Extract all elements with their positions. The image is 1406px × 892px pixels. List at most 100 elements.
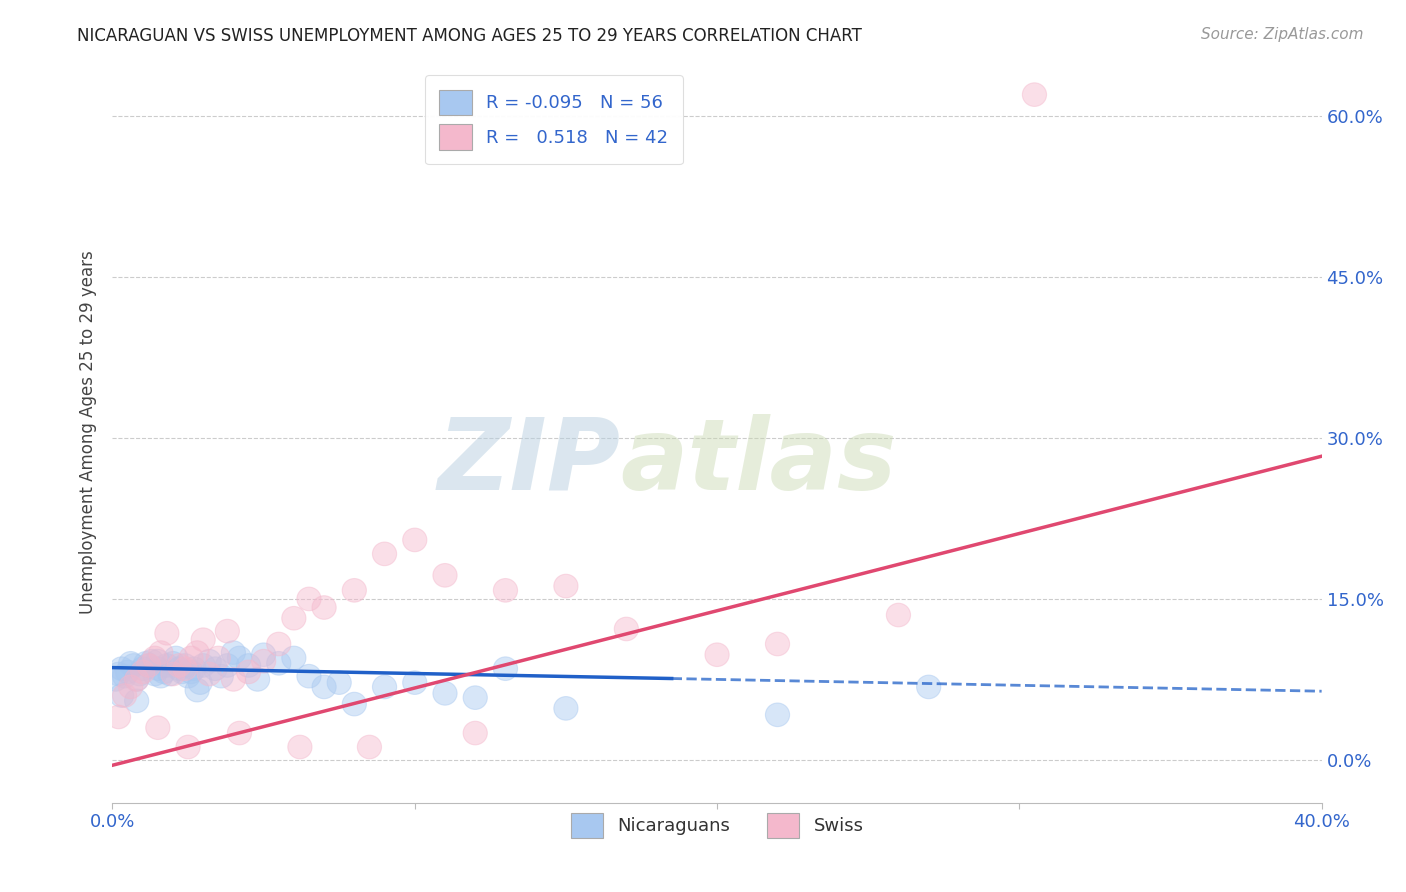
Ellipse shape xyxy=(143,646,167,670)
Ellipse shape xyxy=(186,640,209,665)
Ellipse shape xyxy=(494,579,517,602)
Ellipse shape xyxy=(188,671,212,695)
Ellipse shape xyxy=(110,683,134,707)
Ellipse shape xyxy=(357,735,381,759)
Ellipse shape xyxy=(104,667,128,691)
Text: ZIP: ZIP xyxy=(437,414,620,511)
Ellipse shape xyxy=(221,667,246,691)
Ellipse shape xyxy=(197,649,221,673)
Ellipse shape xyxy=(125,667,149,691)
Ellipse shape xyxy=(433,564,457,587)
Ellipse shape xyxy=(170,660,194,683)
Ellipse shape xyxy=(155,622,179,645)
Ellipse shape xyxy=(228,646,252,670)
Ellipse shape xyxy=(134,651,157,675)
Ellipse shape xyxy=(131,660,155,683)
Ellipse shape xyxy=(173,654,197,677)
Text: atlas: atlas xyxy=(620,414,897,511)
Ellipse shape xyxy=(281,607,307,630)
Ellipse shape xyxy=(146,716,170,739)
Ellipse shape xyxy=(221,640,246,665)
Ellipse shape xyxy=(288,735,312,759)
Text: NICARAGUAN VS SWISS UNEMPLOYMENT AMONG AGES 25 TO 29 YEARS CORRELATION CHART: NICARAGUAN VS SWISS UNEMPLOYMENT AMONG A… xyxy=(77,27,862,45)
Ellipse shape xyxy=(252,649,276,673)
Ellipse shape xyxy=(614,617,638,640)
Ellipse shape xyxy=(236,660,260,683)
Ellipse shape xyxy=(146,657,170,681)
Ellipse shape xyxy=(342,692,367,716)
Ellipse shape xyxy=(121,654,146,677)
Ellipse shape xyxy=(433,681,457,706)
Ellipse shape xyxy=(160,651,186,675)
Ellipse shape xyxy=(281,646,307,670)
Ellipse shape xyxy=(176,735,200,759)
Ellipse shape xyxy=(181,657,207,681)
Ellipse shape xyxy=(246,667,270,691)
Ellipse shape xyxy=(149,665,173,688)
Ellipse shape xyxy=(215,619,239,643)
Ellipse shape xyxy=(312,596,336,619)
Ellipse shape xyxy=(297,587,321,611)
Ellipse shape xyxy=(167,657,191,681)
Ellipse shape xyxy=(112,665,136,688)
Ellipse shape xyxy=(267,651,291,675)
Ellipse shape xyxy=(149,640,173,665)
Text: Source: ZipAtlas.com: Source: ZipAtlas.com xyxy=(1201,27,1364,42)
Ellipse shape xyxy=(704,643,730,666)
Ellipse shape xyxy=(125,689,149,713)
Ellipse shape xyxy=(131,657,155,681)
Ellipse shape xyxy=(373,542,396,566)
Ellipse shape xyxy=(917,675,941,698)
Ellipse shape xyxy=(554,574,578,598)
Ellipse shape xyxy=(112,683,136,707)
Ellipse shape xyxy=(207,646,231,670)
Ellipse shape xyxy=(463,722,488,745)
Ellipse shape xyxy=(115,660,139,683)
Ellipse shape xyxy=(167,654,191,677)
Ellipse shape xyxy=(209,665,233,688)
Ellipse shape xyxy=(118,675,143,698)
Ellipse shape xyxy=(146,649,170,673)
Ellipse shape xyxy=(186,678,209,702)
Ellipse shape xyxy=(297,665,321,688)
Ellipse shape xyxy=(765,632,790,656)
Ellipse shape xyxy=(463,686,488,709)
Ellipse shape xyxy=(328,671,352,695)
Ellipse shape xyxy=(165,646,188,670)
Legend: Nicaraguans, Swiss: Nicaraguans, Swiss xyxy=(564,805,870,846)
Ellipse shape xyxy=(267,632,291,656)
Ellipse shape xyxy=(402,671,427,695)
Ellipse shape xyxy=(136,654,160,677)
Ellipse shape xyxy=(765,703,790,727)
Ellipse shape xyxy=(107,706,131,729)
Ellipse shape xyxy=(110,657,134,681)
Ellipse shape xyxy=(204,657,228,681)
Ellipse shape xyxy=(152,660,176,683)
Ellipse shape xyxy=(236,654,260,677)
Ellipse shape xyxy=(179,660,204,683)
Ellipse shape xyxy=(143,662,167,686)
Ellipse shape xyxy=(155,654,179,677)
Y-axis label: Unemployment Among Ages 25 to 29 years: Unemployment Among Ages 25 to 29 years xyxy=(79,251,97,615)
Ellipse shape xyxy=(107,662,131,686)
Ellipse shape xyxy=(494,657,517,681)
Ellipse shape xyxy=(125,667,149,691)
Ellipse shape xyxy=(176,665,200,688)
Ellipse shape xyxy=(136,654,160,677)
Ellipse shape xyxy=(160,662,186,686)
Ellipse shape xyxy=(191,628,215,651)
Ellipse shape xyxy=(252,643,276,666)
Ellipse shape xyxy=(342,579,367,602)
Ellipse shape xyxy=(118,651,143,675)
Ellipse shape xyxy=(312,675,336,698)
Ellipse shape xyxy=(402,528,427,552)
Ellipse shape xyxy=(1022,83,1046,106)
Ellipse shape xyxy=(157,662,181,686)
Ellipse shape xyxy=(215,654,239,677)
Ellipse shape xyxy=(191,654,215,677)
Ellipse shape xyxy=(128,662,152,686)
Ellipse shape xyxy=(228,722,252,745)
Ellipse shape xyxy=(373,675,396,698)
Ellipse shape xyxy=(173,657,197,681)
Ellipse shape xyxy=(554,697,578,720)
